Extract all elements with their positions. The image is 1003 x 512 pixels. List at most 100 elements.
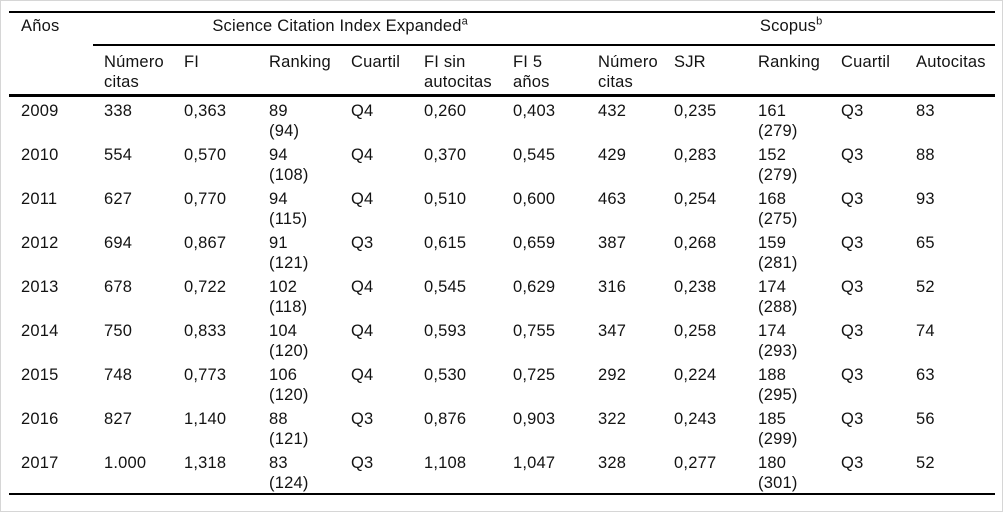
table-cell: 0,770 xyxy=(184,189,227,208)
table-cell: Q3 xyxy=(841,101,864,120)
table-cell: 0,867 xyxy=(184,233,227,252)
table-cell: 83 xyxy=(916,101,935,120)
table-cell: 463 xyxy=(598,189,627,208)
years-column-header: Años xyxy=(9,12,93,97)
table-cell: Q3 xyxy=(351,409,374,428)
table-cell: 0,260 xyxy=(424,101,467,120)
table-cell: 88 (121) xyxy=(269,409,309,448)
table-cell: Q4 xyxy=(351,365,374,384)
table-cell: 0,593 xyxy=(424,321,467,340)
table-row: 2014 750 0,833 104 (120) Q4 0,593 0,755 347 0,258… xyxy=(9,317,995,361)
table-cell: 0,238 xyxy=(674,277,717,296)
table-cell: 180 (301) xyxy=(758,453,798,492)
year-cell: 2017 xyxy=(21,453,59,472)
table-cell: 102 (118) xyxy=(269,277,308,316)
year-cell: 2013 xyxy=(21,277,59,296)
table-cell: Q3 xyxy=(841,321,864,340)
table-cell: 94 (108) xyxy=(269,145,309,184)
table-cell: 0,659 xyxy=(513,233,556,252)
column-header: Ranking xyxy=(747,45,831,97)
footnote-marker-b: b xyxy=(816,15,823,28)
table-cell: 292 xyxy=(598,365,627,384)
table-cell: Q3 xyxy=(351,233,374,252)
table-row: 2011 627 0,770 94 (115) Q4 0,510 0,600 463 0,254 1… xyxy=(9,185,995,229)
table-cell: 88 xyxy=(916,145,935,164)
table-cell: 63 xyxy=(916,365,935,384)
table-cell: 1.000 xyxy=(104,453,147,472)
table-cell: Q4 xyxy=(351,277,374,296)
table-row: 2013 678 0,722 102 (118) Q4 0,545 0,629 316 0,238… xyxy=(9,273,995,317)
table-cell: 0,725 xyxy=(513,365,556,384)
table-cell: 1,140 xyxy=(184,409,227,428)
scie-group-label: Science Citation Index Expanded xyxy=(212,17,462,35)
table-cell: 827 xyxy=(104,409,133,428)
table-cell: 316 xyxy=(598,277,627,296)
table-cell: 188 (295) xyxy=(758,365,798,404)
table-cell: 0,235 xyxy=(674,101,717,120)
table-cell: Q4 xyxy=(351,321,374,340)
table-row: 2012 694 0,867 91 (121) Q3 0,615 0,659 387 0,268 1… xyxy=(9,229,995,273)
table-cell: 0,545 xyxy=(424,277,467,296)
year-cell: 2012 xyxy=(21,233,59,252)
column-header: Número citas xyxy=(587,45,664,97)
column-header: FI 5 años xyxy=(502,45,588,97)
table-cell: 74 xyxy=(916,321,935,340)
table-cell: 1,108 xyxy=(424,453,467,472)
column-header: Número citas xyxy=(93,45,173,97)
table-cell: 554 xyxy=(104,145,133,164)
table-cell: 0,283 xyxy=(674,145,717,164)
table-cell: 0,833 xyxy=(184,321,227,340)
table-cell: 322 xyxy=(598,409,627,428)
column-header: Cuartil xyxy=(830,45,906,97)
table-cell: 0,370 xyxy=(424,145,467,164)
table-cell: 174 (293) xyxy=(758,321,798,360)
table-cell: Q3 xyxy=(841,409,864,428)
column-header: Autocitas xyxy=(905,45,996,97)
year-cell: 2015 xyxy=(21,365,59,384)
table-cell: 0,722 xyxy=(184,277,227,296)
table-row: 2010 554 0,570 94 (108) Q4 0,370 0,545 429 0,283 1… xyxy=(9,141,995,185)
table-cell: 627 xyxy=(104,189,133,208)
table-cell: Q3 xyxy=(841,189,864,208)
table-cell: 0,224 xyxy=(674,365,717,384)
scie-group-header: Science Citation Index Expandeda xyxy=(93,12,588,46)
table-cell: 52 xyxy=(916,453,935,472)
year-cell: 2016 xyxy=(21,409,59,428)
table-cell: Q3 xyxy=(841,365,864,384)
scopus-group-label: Scopus xyxy=(759,17,817,35)
table-cell: 0,755 xyxy=(513,321,556,340)
table-cell: 0,876 xyxy=(424,409,467,428)
table-cell: 0,530 xyxy=(424,365,467,384)
table-cell: 1,318 xyxy=(184,453,227,472)
table-cell: 750 xyxy=(104,321,133,340)
table-cell: 0,258 xyxy=(674,321,717,340)
table-cell: 694 xyxy=(104,233,133,252)
table-cell: 83 (124) xyxy=(269,453,309,492)
table-cell: 0,254 xyxy=(674,189,717,208)
column-header: FI sin autocitas xyxy=(413,45,502,97)
table-cell: 328 xyxy=(598,453,627,472)
table-cell: 678 xyxy=(104,277,133,296)
table-cell: 159 (281) xyxy=(758,233,798,272)
table-cell: Q3 xyxy=(841,453,864,472)
table-cell: 168 (275) xyxy=(758,189,798,228)
scopus-group-header: Scopusb xyxy=(587,12,996,46)
table-cell: 347 xyxy=(598,321,627,340)
table-cell: 174 (288) xyxy=(758,277,798,316)
table-cell: 748 xyxy=(104,365,133,384)
table-cell: 52 xyxy=(916,277,935,296)
table-cell: 65 xyxy=(916,233,935,252)
table-cell: 106 (120) xyxy=(269,365,309,404)
table-cell: Q4 xyxy=(351,189,374,208)
table-row: 2017 1.000 1,318 83 (124) Q3 1,108 1,047 328 0,27… xyxy=(9,449,995,494)
table-cell: 0,268 xyxy=(674,233,717,252)
table-cell: 152 (279) xyxy=(758,145,798,184)
table-cell: 0,570 xyxy=(184,145,227,164)
table-cell: 161 (279) xyxy=(758,101,798,140)
table-cell: 0,629 xyxy=(513,277,556,296)
year-cell: 2014 xyxy=(21,321,59,340)
table-cell: 0,615 xyxy=(424,233,467,252)
year-cell: 2010 xyxy=(21,145,59,164)
table-cell: Q3 xyxy=(351,453,374,472)
